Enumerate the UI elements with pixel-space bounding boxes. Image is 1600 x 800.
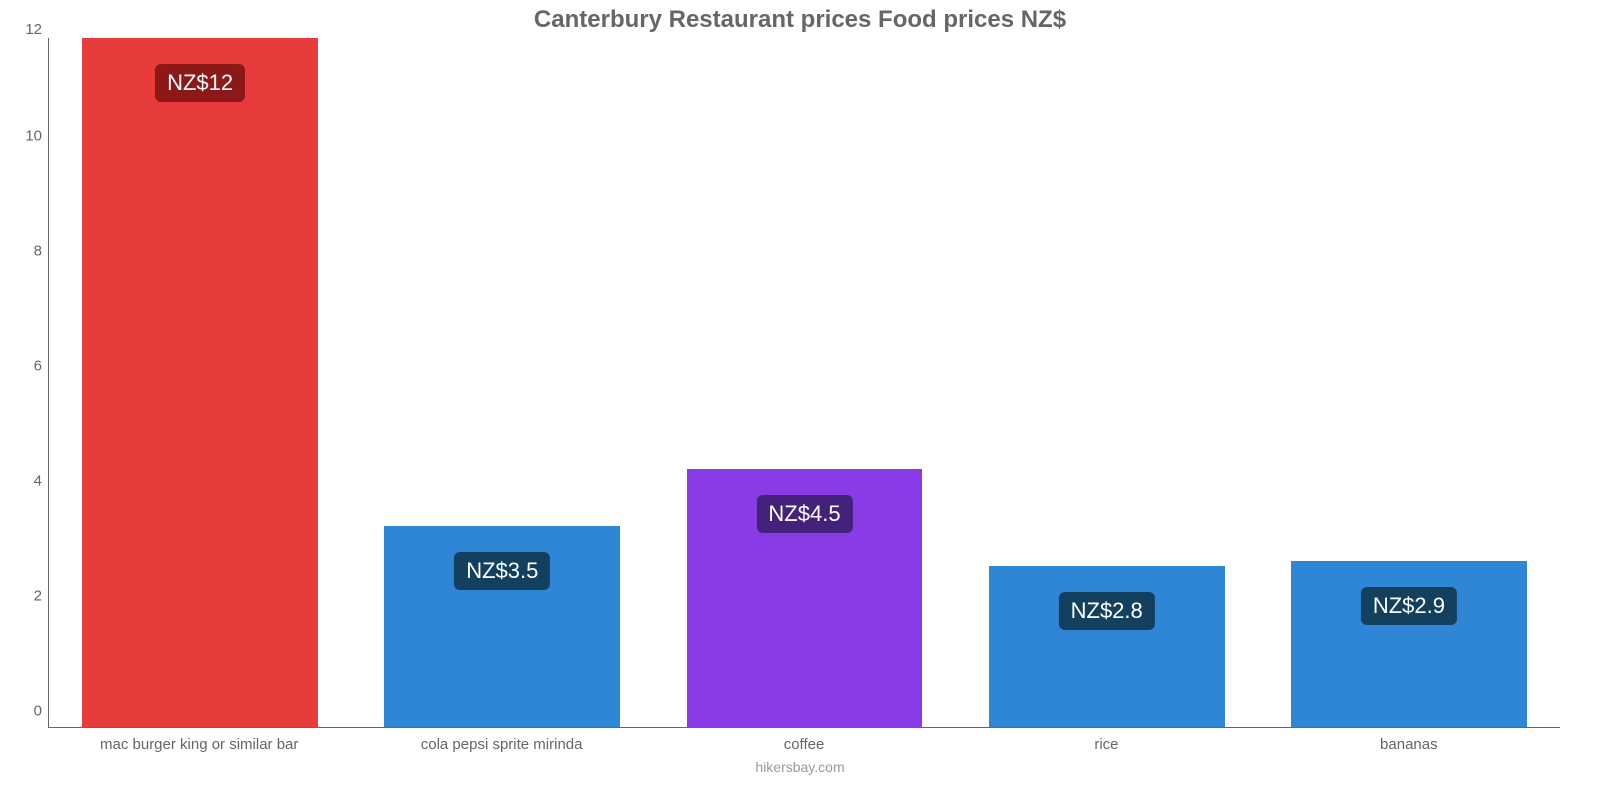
y-tick-label: 6 xyxy=(34,358,42,375)
y-axis: 024681012 xyxy=(0,38,48,728)
bar: NZ$12 xyxy=(82,38,318,727)
plot-area: NZ$12 NZ$3.5 NZ$4.5 NZ$2.8 NZ$2.9 xyxy=(48,38,1560,728)
x-tick-label: mac burger king or similar bar xyxy=(48,728,350,753)
plot-row: 024681012 NZ$12NZ$3.5NZ$4.5NZ$2.8NZ$2.9 xyxy=(0,38,1600,728)
y-tick-label: 0 xyxy=(34,703,42,720)
x-axis: mac burger king or similar barcola pepsi… xyxy=(48,728,1560,753)
x-tick-label: bananas xyxy=(1258,728,1560,753)
price-badge: NZ$4.5 xyxy=(756,495,852,533)
bars-container: NZ$12 NZ$3.5 NZ$4.5 NZ$2.8 NZ$2.9 xyxy=(49,38,1560,727)
price-chart: Canterbury Restaurant prices Food prices… xyxy=(0,0,1600,800)
bar: NZ$4.5 xyxy=(687,469,923,727)
bar-slot: NZ$2.8 xyxy=(956,38,1258,727)
bar-slot: NZ$2.9 xyxy=(1258,38,1560,727)
attribution-text: hikersbay.com xyxy=(0,753,1600,775)
y-tick-label: 2 xyxy=(34,588,42,605)
price-badge: NZ$2.9 xyxy=(1361,587,1457,625)
x-tick-label: coffee xyxy=(653,728,955,753)
chart-title: Canterbury Restaurant prices Food prices… xyxy=(0,0,1600,38)
price-badge: NZ$12 xyxy=(155,64,245,102)
y-tick-label: 8 xyxy=(34,243,42,260)
bar-slot: NZ$12 xyxy=(49,38,351,727)
x-tick-label: cola pepsi sprite mirinda xyxy=(350,728,652,753)
x-tick-label: rice xyxy=(955,728,1257,753)
price-badge: NZ$2.8 xyxy=(1059,592,1155,630)
bar: NZ$3.5 xyxy=(384,526,620,727)
bar: NZ$2.8 xyxy=(989,566,1225,727)
price-badge: NZ$3.5 xyxy=(454,552,550,590)
y-tick-label: 12 xyxy=(25,21,42,38)
bar-slot: NZ$3.5 xyxy=(351,38,653,727)
bar-slot: NZ$4.5 xyxy=(653,38,955,727)
y-tick-label: 4 xyxy=(34,473,42,490)
y-tick-label: 10 xyxy=(25,128,42,145)
bar: NZ$2.9 xyxy=(1291,561,1527,728)
